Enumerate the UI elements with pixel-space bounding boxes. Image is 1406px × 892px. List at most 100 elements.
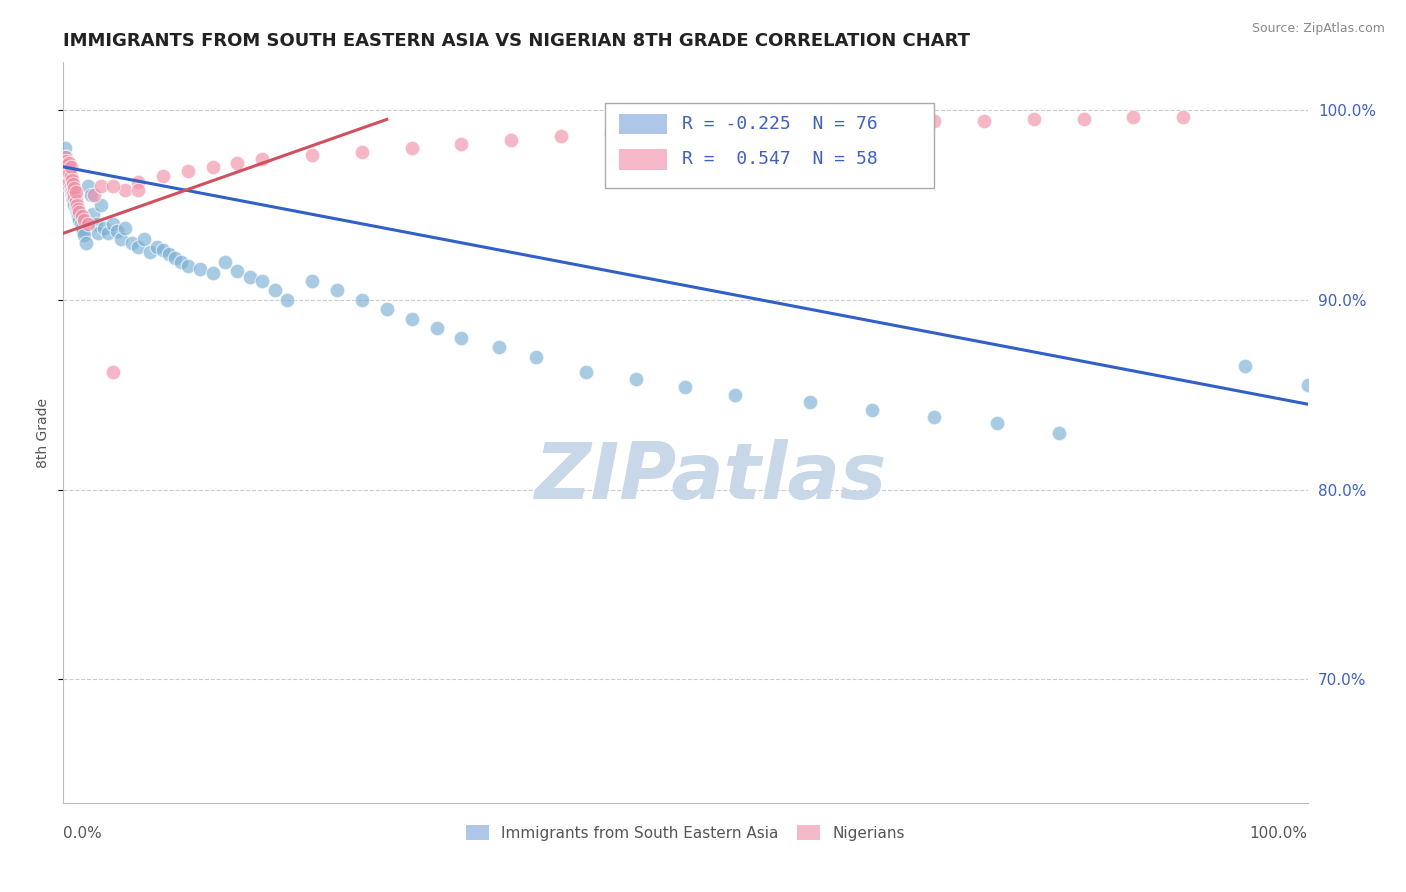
Point [58,175,80,189]
Bar [620,113,666,135]
Point [177,259,200,273]
Point [73,228,96,243]
Point [127,183,149,197]
Point [90,198,112,212]
Point [226,156,249,170]
Point [83,188,105,202]
Point [488,340,510,354]
Point [201,160,224,174]
Point [58,156,80,170]
Point [56,158,79,172]
Point [62,183,84,197]
Point [724,387,747,401]
Point [301,148,323,162]
Point [110,232,132,246]
Point [152,244,174,258]
Point [58,171,80,186]
Point [101,365,124,379]
Point [1022,112,1045,127]
Point [63,186,86,201]
Point [799,395,821,409]
Point [1234,359,1257,374]
Point [59,169,82,184]
Point [501,133,523,147]
Point [139,245,162,260]
Point [350,293,373,307]
Point [87,227,110,241]
Point [60,173,83,187]
Point [214,254,236,268]
Point [699,121,721,136]
Point [177,163,200,178]
Point [127,239,149,253]
Point [426,321,449,335]
Point [550,129,572,144]
Point [77,178,100,193]
Point [624,372,647,386]
Point [58,163,80,178]
Point [60,188,83,202]
Point [69,205,91,219]
Point [59,173,82,187]
Point [1173,111,1195,125]
Point [749,120,772,134]
Point [375,302,398,317]
Point [1073,112,1095,127]
Point [65,202,87,216]
Point [401,311,423,326]
Point [1122,111,1144,125]
Point [66,198,89,212]
Point [101,178,124,193]
Point [58,178,80,193]
Point [252,274,274,288]
Point [63,198,86,212]
Point [65,185,87,199]
Point [134,232,156,246]
Point [53,160,76,174]
Point [65,190,87,204]
Text: IMMIGRANTS FROM SOUTH EASTERN ASIA VS NIGERIAN 8TH GRADE CORRELATION CHART: IMMIGRANTS FROM SOUTH EASTERN ASIA VS NI… [63,32,970,50]
Point [252,153,274,167]
Point [575,365,598,379]
Point [450,137,472,152]
Point [79,188,101,202]
Point [239,269,262,284]
Text: 100.0%: 100.0% [1250,826,1308,840]
Point [58,161,80,176]
Point [145,239,167,253]
Point [450,331,472,345]
Point [973,114,995,128]
Point [53,141,76,155]
Point [326,283,349,297]
Point [860,116,883,130]
Point [58,168,80,182]
Point [105,224,128,238]
Point [62,177,84,191]
Point [263,283,285,297]
Text: R = -0.225  N = 76: R = -0.225 N = 76 [682,115,877,133]
Point [55,154,77,169]
Point [986,416,1008,430]
Point [350,145,373,159]
Point [55,163,77,178]
Point [924,114,946,128]
Point [114,183,136,197]
Point [301,274,323,288]
Point [524,350,547,364]
Point [60,183,83,197]
Point [55,150,77,164]
Point [69,213,91,227]
Point [63,180,86,194]
Text: 0.0%: 0.0% [63,826,103,840]
Point [77,217,100,231]
Text: Source: ZipAtlas.com: Source: ZipAtlas.com [1251,22,1385,36]
Point [65,194,87,208]
Point [188,262,211,277]
Point [67,209,90,223]
Point [60,177,83,191]
Point [59,160,82,174]
Point [82,207,104,221]
Point [599,126,621,140]
Point [165,251,187,265]
Point [799,118,821,132]
